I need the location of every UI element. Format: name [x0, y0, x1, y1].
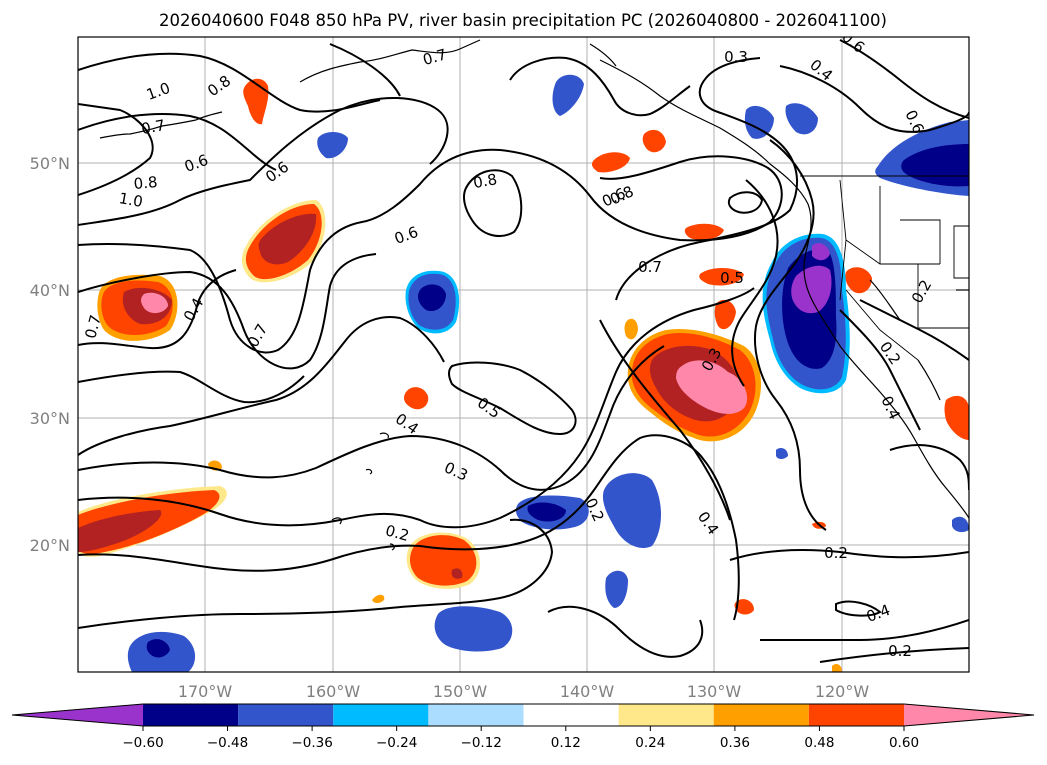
precip-negative-blob [605, 570, 628, 608]
colorbar-tick-label: 0.60 [889, 735, 919, 751]
precip-positive-blob [699, 268, 744, 286]
lon-label: 120°W [815, 682, 870, 701]
colorbar-extend-max [904, 704, 1034, 726]
contour-label: 0.7 [81, 313, 105, 341]
colorbar-tick-label: −0.60 [122, 735, 163, 751]
precip-negative-blob [434, 606, 513, 652]
lon-label: 130°W [687, 682, 742, 701]
contour-label: 0.2 [383, 521, 411, 545]
figure-title: 2026040600 F048 850 hPa PV, river basin … [159, 11, 887, 30]
colorbar-tick-label: −0.36 [291, 735, 332, 751]
precip-positive-blob [734, 599, 754, 615]
colorbar-tick-label: 0.36 [720, 735, 750, 751]
precip-positive-blob [624, 318, 638, 340]
contour-label: 0.2 [824, 544, 848, 562]
colorbar-segment [713, 704, 809, 726]
precip-shading [78, 74, 969, 672]
precip-positive-blob [406, 532, 481, 589]
coastlines [99, 39, 969, 551]
lon-label: 140°W [560, 682, 615, 701]
contour-label: 0.5 [720, 269, 744, 287]
precip-positive-blob [372, 594, 385, 603]
lat-label: 20°N [30, 536, 70, 555]
colorbar-segment [143, 704, 239, 726]
precip-negative-blob [602, 473, 661, 549]
lon-label: 170°W [178, 682, 233, 701]
lat-label: 30°N [30, 409, 70, 428]
precip-positive-blob [627, 328, 762, 442]
precip-positive-blob [78, 486, 227, 557]
lon-label: 150°W [433, 682, 488, 701]
contour-label: 0.7 [421, 45, 449, 69]
precip-positive-blob [241, 200, 326, 283]
pv-contours [78, 39, 969, 663]
precip-positive-blob [404, 387, 429, 410]
colorbar-segment [428, 704, 524, 726]
precip-negative-blob [776, 448, 788, 459]
lat-label: 40°N [30, 281, 70, 300]
precip-positive-blob [714, 299, 736, 330]
colorbar-tick-label: 0.24 [635, 735, 665, 751]
colorbar-segment [238, 704, 334, 726]
precip-negative-blob [785, 103, 818, 135]
lon-label: 160°W [306, 682, 361, 701]
colorbar-tick-label: 0.48 [804, 735, 834, 751]
precip-positive-blob [684, 223, 724, 240]
precip-positive-blob [591, 152, 630, 173]
colorbar [11, 703, 1035, 727]
colorbar-tick-label: −0.48 [207, 735, 248, 751]
map-frame [77, 36, 970, 673]
contour-label: 0.8 [133, 173, 158, 193]
precip-negative-blob [762, 233, 850, 394]
contour-label: 0.7 [140, 116, 167, 138]
map-panel: 1.0 0.7 0.8 0.7 0.6 0.6 0.8 1.0 0.6 0.7 … [78, 37, 969, 672]
colorbar-tick-label: 0.12 [551, 735, 581, 751]
precip-negative-blob [952, 516, 969, 533]
precip-positive-blob [642, 129, 666, 153]
lat-label: 50°N [30, 154, 70, 173]
colorbar-ticks: −0.60 −0.48 −0.36 −0.24 −0.12 0.12 0.24 0.36 0.4… [122, 726, 919, 751]
precip-positive-blob [845, 267, 872, 294]
colorbar-tick-label: −0.12 [461, 735, 502, 751]
contour-label: 0.3 [724, 48, 748, 66]
colorbar-segment [618, 704, 714, 726]
precip-positive-blob [97, 274, 178, 341]
colorbar-tick-label: −0.24 [376, 735, 417, 751]
colorbar-extend-min [12, 704, 143, 726]
precip-positive-blob [832, 664, 842, 672]
latitude-labels: 50°N 40°N 30°N 20°N [30, 154, 70, 555]
colorbar-segment [523, 704, 619, 726]
contour-label: 1.0 [118, 189, 145, 211]
precip-negative-blob [515, 495, 589, 530]
precip-positive-blob [243, 78, 269, 125]
precip-negative-blob [744, 105, 774, 139]
precip-negative-blob [552, 74, 584, 116]
contour-label: 0.8 [472, 170, 499, 192]
contour-label: 0.7 [638, 258, 662, 276]
contour-label: 0.2 [888, 642, 912, 660]
precip-positive-blob [944, 395, 969, 440]
longitude-labels: 170°W 160°W 150°W 140°W 130°W 120°W [178, 682, 870, 701]
colorbar-segment [333, 704, 429, 726]
precip-negative-blob [317, 132, 348, 159]
colorbar-segment [808, 704, 904, 726]
precip-negative-blob [127, 631, 196, 672]
political-borders [800, 175, 969, 361]
precip-negative-blob [405, 270, 460, 334]
